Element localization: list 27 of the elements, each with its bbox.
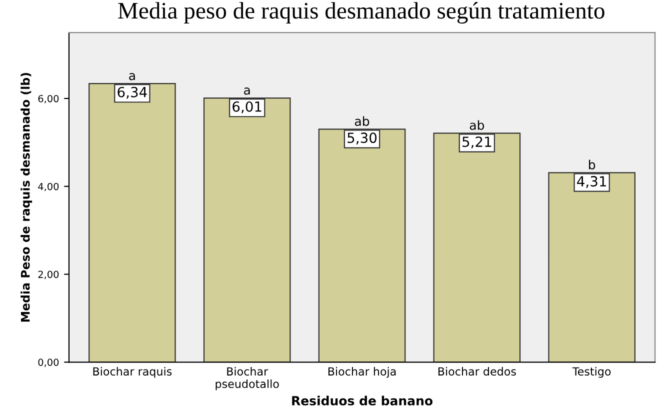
x-tick-label: Biochar hoja bbox=[328, 367, 396, 378]
annotation: ab bbox=[354, 116, 370, 126]
annotation: ab bbox=[470, 120, 484, 130]
data-label: 5,30 bbox=[348, 132, 377, 144]
data-label: 5,21 bbox=[462, 136, 492, 148]
bar bbox=[548, 172, 636, 362]
x-tick-label: Biochar raquis bbox=[93, 367, 172, 378]
annotation: b bbox=[588, 160, 596, 170]
y-tick-label: 2,00 bbox=[38, 270, 59, 280]
y-tick-label: 4,00 bbox=[38, 182, 59, 192]
chart-title: Media peso de raquis desmanado según tratamiento bbox=[118, 2, 604, 24]
x-axis-title: Residuos de banano bbox=[292, 396, 432, 406]
data-label: 6,01 bbox=[232, 101, 262, 114]
bar bbox=[318, 128, 406, 362]
y-tick-label: 0,00 bbox=[38, 358, 59, 367]
y-axis-title: Media Peso de raquis desmanado (lb) bbox=[20, 73, 32, 322]
x-tick-label: Biochar pseudotallo bbox=[216, 367, 279, 390]
x-tick-label: Testigo bbox=[572, 367, 611, 378]
annotation: a bbox=[244, 88, 250, 95]
bar bbox=[88, 82, 176, 362]
data-label: 6,34 bbox=[118, 86, 147, 99]
bar bbox=[203, 97, 291, 362]
bar bbox=[433, 132, 521, 362]
annotation: a bbox=[129, 73, 135, 80]
x-tick-label: Biochar dedos bbox=[438, 367, 516, 376]
data-label: 4,31 bbox=[577, 176, 606, 188]
y-tick-label: 6,00 bbox=[38, 94, 59, 104]
